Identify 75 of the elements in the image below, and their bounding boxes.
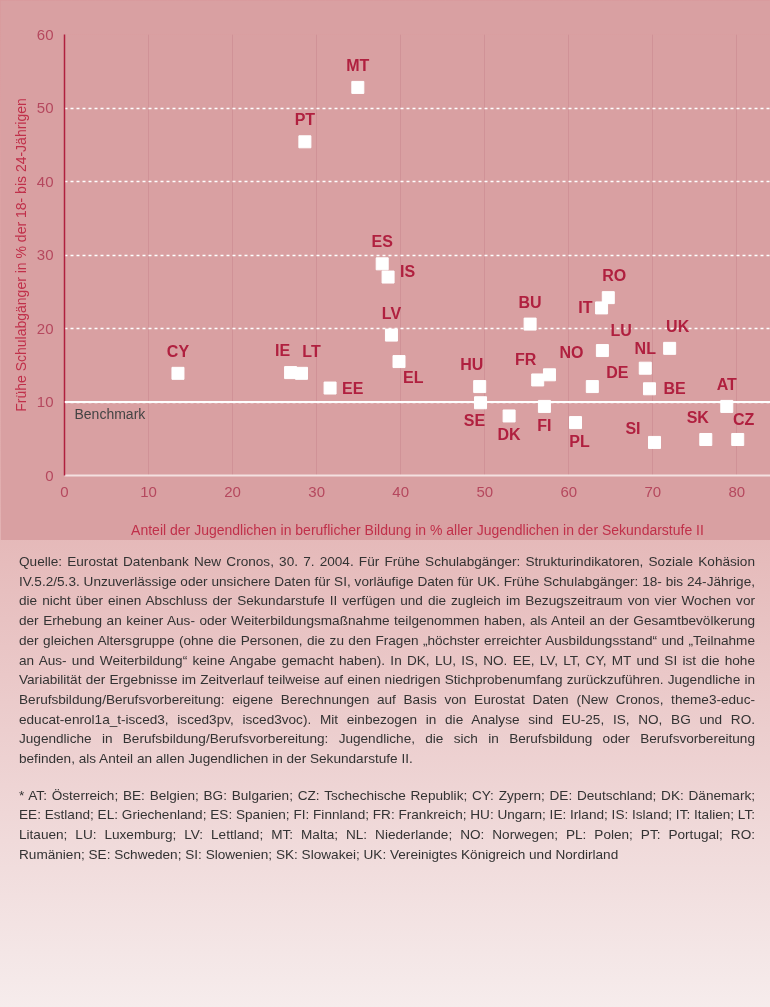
x-tick-label: 40 (392, 482, 410, 500)
x-tick-label: 80 (728, 482, 746, 500)
annotation: BU (518, 293, 542, 311)
y-tick-label: 40 (36, 172, 54, 190)
y-tick-label: 0 (45, 466, 54, 484)
point (542, 368, 556, 382)
y-tick-label: 30 (36, 246, 54, 263)
point (502, 409, 516, 423)
point (531, 373, 545, 387)
annotation: AT (716, 375, 738, 393)
ref-line-label: Benchmark (74, 406, 147, 422)
annotation: CY (166, 342, 190, 360)
annotation: LU (610, 322, 632, 340)
annotation: BE (663, 380, 687, 398)
point (323, 381, 337, 395)
y-axis-title: Frühe Schulabgänger in % der 18- bis 24-Jährigen (12, 98, 29, 412)
annotation: NL (634, 339, 657, 357)
annotation: IT (578, 299, 593, 317)
annotation: EL (403, 369, 424, 387)
annotation: CZ (733, 410, 755, 428)
y-tick-label: 60 (36, 25, 54, 43)
x-axis-title: Anteil der Jugendlichen in beruflicher Bildung in % aller Jugendlichen in der Sekundarstufe II (131, 521, 704, 538)
annotation: SK (686, 408, 710, 426)
point (351, 80, 365, 94)
point (585, 380, 599, 394)
point (473, 380, 487, 394)
annotation: IE (275, 342, 291, 360)
y-tick-label: 20 (36, 319, 54, 337)
point (595, 344, 609, 358)
annotation: PT (294, 111, 316, 129)
annotation: SE (463, 412, 486, 430)
point (638, 361, 652, 375)
point (171, 366, 185, 380)
annotation: UK (666, 317, 690, 335)
text: * AT: Österreich; BE: Belgien; BG: Bulgarien; CZ: Tschechische Republik; CY: Zypern; DE: Deutschland; DK: Dänemark; EE: Estland; EL: Griechenland; ES: Spanien; FI: Finnland; FR: Frankreich; HU: Ungarn; IE: Irland; IS: Island; IT: Italien; LT: Litauen; LU: Luxemburg; LV: Lettland; MT: Malta; NL: Niederlande; NO: Norwegen; PL: Polen; PT: Portugal; RO: Rumänien; SE: Schweden; SI: Slowenien; SK: Slowakei; UK: Vereinigtes Königreich und Nordirland (19, 786, 755, 864)
point (699, 432, 713, 446)
annotation: RO (602, 267, 627, 285)
annotation: EE (342, 379, 364, 397)
annotation: FI (537, 416, 552, 434)
point (384, 328, 398, 342)
annotation: HU (460, 356, 484, 374)
annotation: SI (625, 419, 641, 437)
annotation: DE (606, 364, 629, 382)
annotation: FR (515, 351, 537, 369)
point (295, 366, 309, 380)
point (648, 435, 662, 449)
annotation: NO (559, 344, 584, 362)
x-tick-label: 20 (224, 482, 241, 500)
annotation: PL (569, 433, 590, 451)
point (569, 416, 583, 430)
x-tick-label: 50 (476, 482, 494, 500)
point (731, 432, 745, 446)
point (298, 135, 312, 149)
point (381, 270, 395, 284)
x-tick-label: 10 (140, 482, 157, 500)
x-tick-label: 30 (308, 482, 325, 500)
point (642, 382, 656, 396)
point (595, 301, 609, 315)
annotation: ES (371, 233, 394, 251)
point (663, 341, 677, 355)
point (523, 317, 537, 331)
x-tick-label: 60 (560, 482, 578, 500)
x-tick-label: 70 (644, 482, 662, 500)
point (375, 257, 389, 271)
text: Quelle: Eurostat Datenbank New Cronos, 30. 7. 2004. Für Frühe Schulabgänger: Strukturindikatoren, Soziale Kohäsion IV.5.2/5.3. Unzuverlässige oder unsichere Daten für SI, vorläufige Daten für UK. Frühe Schulabgänger: 18- bis 24-Jährige, die nicht über einen Abschluss der Sekundarstufe II verfügen und die zugleich im Bezugszeitraum von vier Wochen vor der Erhebung an keiner Aus- oder Weiterbildungsmaßnahme teilgenommen haben, als Anteil an der Gesamtbevölkerung der gleichen Altersgruppe (ohne die Personen, die zu den Fragen „höchster erreichter Ausbildungsstand“ und „Teilnahme an Aus- und Weiterbildung“ keine Angabe gemacht haben). In DK, LU, IS, NO. EE, LV, LT, CY, MT und SI ist die hohe Variabilität der Ergebnisse im Zeitverlauf teilweise auf einen niedrigen Stichprobenumfang zurückzuführen. Jugendliche in Berufsbildung/Berufsvorbereitung: eigene Berechnungen auf Basis von Eurostat Daten (New Cronos, theme3-educ-educat-enrol1a_t-isced3, isced3pv, isced3voc). Mit einbezogen in die Analyse sind EU-25, IS, NO, BG und RO. Jugendliche in Berufsbildung/Berufsvorbereitung: Jugendliche, die sich in Berufsbildung oder Berufsvorbereitung befinden, als Anteil an allen Jugendlichen in der Sekundarstufe II. (19, 554, 755, 767)
annotation: LV (381, 304, 402, 322)
point (601, 291, 615, 305)
x-tick-label: 0 (60, 482, 69, 500)
y-tick-label: 50 (36, 99, 54, 116)
annotation: MT (346, 56, 370, 74)
annotation: DK (497, 426, 522, 444)
y-tick-label: 10 (36, 393, 54, 410)
annotation: IS (400, 262, 416, 280)
annotation: LT (302, 342, 321, 360)
point (392, 355, 406, 369)
